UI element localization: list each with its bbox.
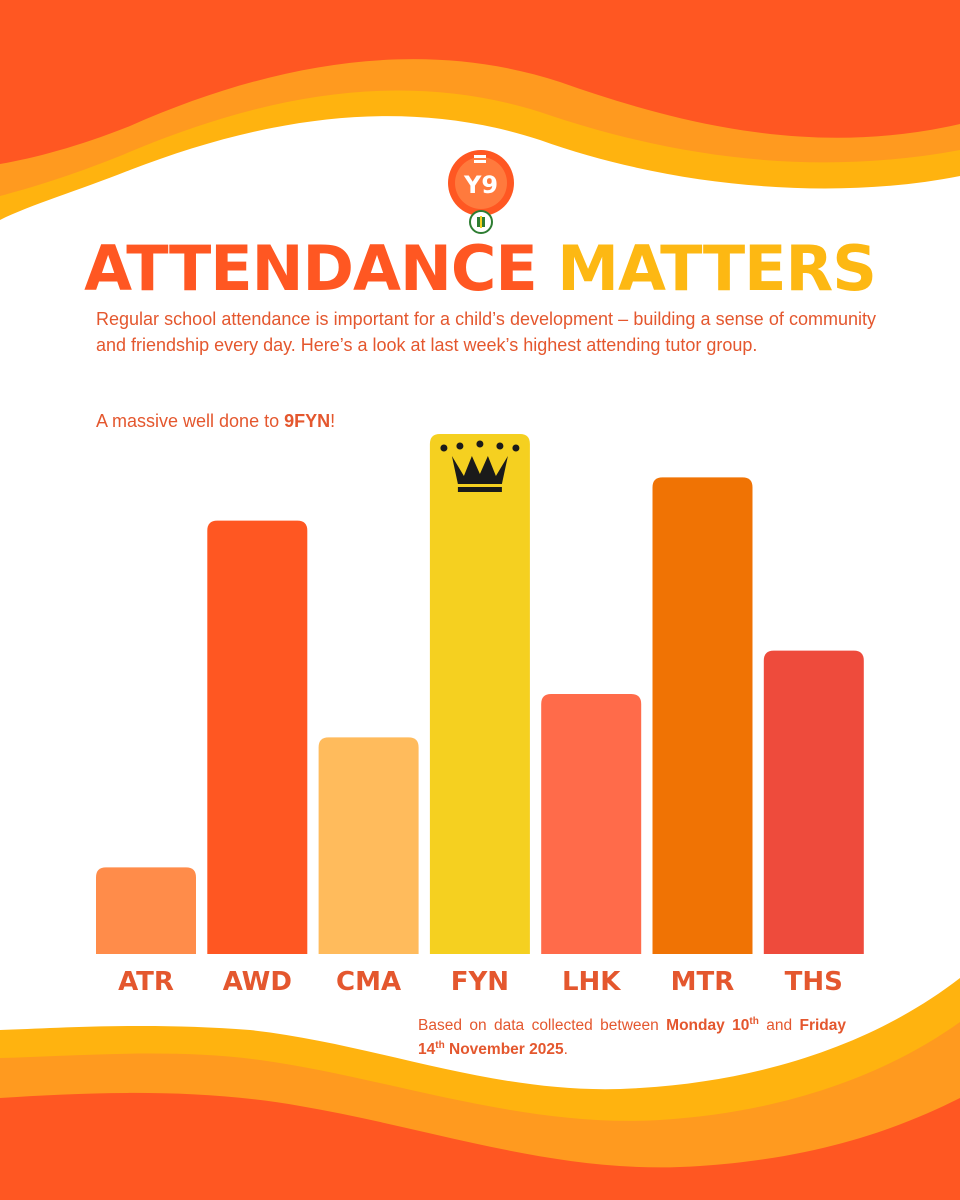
footnote-sup-1: th	[749, 1015, 759, 1027]
category-label-ths: THS	[785, 967, 843, 997]
category-label-lhk: LHK	[562, 967, 621, 997]
footnote-text-2: and	[758, 1017, 800, 1034]
bar-cma	[318, 737, 419, 954]
crown-icon	[440, 440, 520, 492]
bottom-wave-decoration	[0, 978, 960, 1200]
title-part-2: MATTERS	[557, 232, 877, 305]
top-wave-decoration	[0, 0, 960, 230]
category-label-fyn: FYN	[451, 967, 509, 997]
footnote-day-1: Monday 10	[666, 1017, 750, 1034]
footnote-sup-2: th	[435, 1039, 445, 1051]
shoutout-line: A massive well done to 9FYN!	[96, 408, 335, 434]
category-label-cma: CMA	[336, 967, 401, 997]
bar-mtr	[652, 477, 753, 954]
logo-text: Y9	[463, 171, 498, 199]
category-label-atr: ATR	[118, 967, 174, 997]
page-title: ATTENDANCE MATTERS	[0, 226, 960, 312]
bar-awd	[207, 520, 308, 954]
bar-atr	[96, 867, 196, 954]
category-label-awd: AWD	[223, 967, 292, 997]
footnote-month: November 2025	[444, 1041, 564, 1058]
bar-lhk	[541, 694, 642, 954]
shoutout-suffix: !	[330, 411, 336, 431]
school-logo: Y9	[448, 150, 514, 234]
logo-ring-inner	[455, 157, 507, 209]
intro-paragraph: Regular school attendance is important f…	[96, 309, 876, 355]
footnote-end-day: Friday 14th November 2025	[418, 1017, 846, 1058]
attendance-bar-chart: ATR AWD CMA FYN LHK MTR THS	[96, 434, 864, 997]
category-label-mtr: MTR	[671, 967, 735, 997]
bottom-wave-dark	[0, 1092, 960, 1200]
logo-bars-icon	[474, 155, 486, 158]
footnote-end: .	[563, 1041, 568, 1058]
shoutout-prefix: A massive well done to	[96, 411, 285, 431]
footnote-day-2: Friday 14	[418, 1017, 846, 1058]
top-wave-dark	[0, 0, 960, 164]
shoutout-winner: 9FYN	[284, 411, 331, 431]
bar-fyn	[429, 434, 530, 954]
data-period-footnote: Based on data collected between Monday 1…	[418, 1014, 846, 1062]
footnote-start-day: Monday 10th	[666, 1015, 759, 1034]
title-part-1: ATTENDANCE	[84, 232, 538, 305]
footnote-text-1: Based on data collected between	[418, 1017, 667, 1034]
bar-ths	[763, 650, 864, 954]
